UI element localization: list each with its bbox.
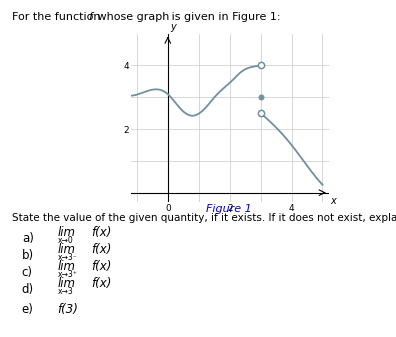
Text: x→3⁺: x→3⁺ (57, 270, 77, 279)
Text: Figure 1: Figure 1 (206, 204, 252, 214)
Text: f(x): f(x) (91, 243, 111, 256)
Text: e): e) (22, 303, 34, 316)
Text: f(x): f(x) (91, 260, 111, 273)
Text: lim: lim (57, 260, 75, 273)
Text: x→3: x→3 (57, 287, 73, 296)
Text: f(x): f(x) (91, 226, 111, 239)
Text: c): c) (22, 266, 33, 279)
Text: State the value of the given quantity, if it exists. If it does not exist, expla: State the value of the given quantity, i… (12, 213, 396, 223)
Text: x→3⁻: x→3⁻ (57, 253, 77, 262)
Text: x: x (330, 196, 336, 207)
Text: lim: lim (57, 277, 75, 290)
Text: whose graph is given in Figure 1:: whose graph is given in Figure 1: (94, 12, 281, 22)
Text: For the function: For the function (12, 12, 104, 22)
Text: d): d) (22, 283, 34, 296)
Text: f(x): f(x) (91, 277, 111, 290)
Text: a): a) (22, 232, 34, 245)
Text: lim: lim (57, 226, 75, 239)
Text: x→0: x→0 (57, 236, 73, 245)
Text: b): b) (22, 249, 34, 262)
Text: y: y (170, 22, 176, 32)
Text: lim: lim (57, 243, 75, 256)
Text: f: f (88, 12, 92, 22)
Text: f(3): f(3) (57, 303, 78, 316)
